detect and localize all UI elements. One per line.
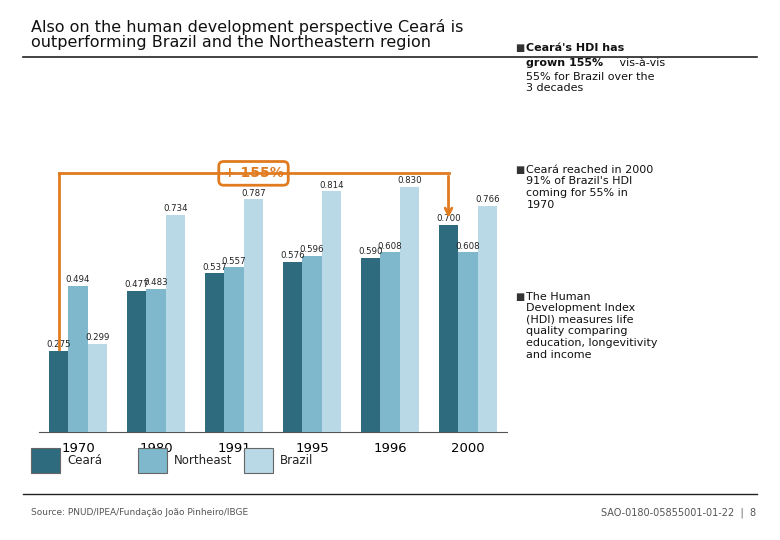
- Text: Also on the human development perspective Ceará is: Also on the human development perspectiv…: [31, 19, 463, 35]
- Bar: [399, 187, 420, 432]
- Text: The Human
Development Index
(HDI) measures life
quality comparing
education, lon: The Human Development Index (HDI) measur…: [526, 292, 658, 360]
- Text: 0.608: 0.608: [378, 241, 402, 251]
- Text: 0.766: 0.766: [475, 195, 500, 204]
- Text: 0.275: 0.275: [46, 340, 71, 349]
- Text: + 155%: + 155%: [224, 166, 283, 180]
- Text: 0.830: 0.830: [397, 176, 422, 185]
- Text: ■: ■: [515, 43, 524, 53]
- Text: 0.734: 0.734: [163, 204, 188, 213]
- Text: 0.700: 0.700: [436, 214, 461, 224]
- Text: 0.576: 0.576: [280, 251, 305, 260]
- Text: SAO-0180-05855001-01-22  |  8: SAO-0180-05855001-01-22 | 8: [601, 508, 757, 518]
- Text: 0.483: 0.483: [144, 279, 168, 287]
- Text: Source: PNUD/IPEA/Fundação João Pinheiro/IBGE: Source: PNUD/IPEA/Fundação João Pinheiro…: [31, 508, 248, 517]
- Text: Ceará's HDI has: Ceará's HDI has: [526, 43, 625, 53]
- Text: Ceará reached in 2000
91% of Brazil's HDI
coming for 55% in
1970: Ceará reached in 2000 91% of Brazil's HD…: [526, 165, 654, 210]
- Bar: [459, 252, 477, 432]
- FancyBboxPatch shape: [137, 448, 167, 472]
- Text: vis-à-vis: vis-à-vis: [616, 57, 665, 68]
- Text: 0.494: 0.494: [66, 275, 90, 284]
- Bar: [204, 273, 225, 432]
- Text: 0.477: 0.477: [124, 280, 149, 289]
- Bar: [48, 350, 69, 432]
- Text: Northeast: Northeast: [174, 454, 232, 467]
- Bar: [381, 252, 399, 432]
- Text: 0.537: 0.537: [202, 262, 227, 272]
- Text: ■: ■: [515, 165, 524, 175]
- Bar: [282, 262, 303, 432]
- Bar: [225, 267, 243, 432]
- Bar: [165, 215, 186, 432]
- Bar: [321, 191, 342, 432]
- FancyBboxPatch shape: [244, 448, 273, 472]
- Text: 0.608: 0.608: [456, 241, 480, 251]
- Text: 55% for Brazil over the
3 decades: 55% for Brazil over the 3 decades: [526, 72, 655, 93]
- Text: 0.787: 0.787: [241, 188, 266, 198]
- Text: 0.814: 0.814: [319, 180, 344, 190]
- Bar: [147, 289, 165, 432]
- Bar: [477, 206, 498, 432]
- Bar: [303, 256, 321, 432]
- Bar: [87, 343, 108, 432]
- Text: 0.557: 0.557: [222, 256, 246, 266]
- Bar: [438, 225, 459, 432]
- Bar: [360, 258, 381, 432]
- Text: 0.590: 0.590: [358, 247, 383, 256]
- Bar: [126, 291, 147, 432]
- Text: Brazil: Brazil: [280, 454, 314, 467]
- Text: ■: ■: [515, 292, 524, 302]
- Text: 0.596: 0.596: [300, 245, 324, 254]
- Bar: [243, 199, 264, 432]
- Text: Ceará: Ceará: [67, 454, 102, 467]
- Text: outperforming Brazil and the Northeastern region: outperforming Brazil and the Northeaster…: [31, 35, 431, 50]
- Bar: [69, 286, 87, 432]
- FancyBboxPatch shape: [31, 448, 60, 472]
- Text: grown 155%: grown 155%: [526, 57, 604, 68]
- Text: 0.299: 0.299: [85, 333, 110, 342]
